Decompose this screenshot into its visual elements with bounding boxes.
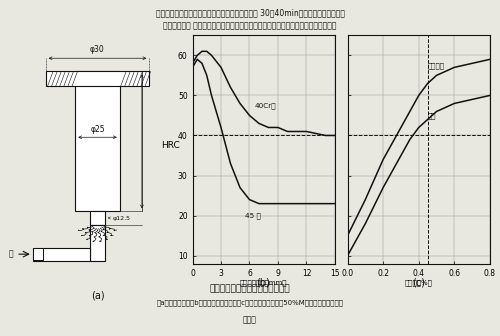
Text: φ12.5: φ12.5 xyxy=(112,216,130,221)
Text: 水: 水 xyxy=(8,250,14,259)
Bar xyxy=(90,224,105,261)
Bar xyxy=(76,72,120,211)
Bar xyxy=(46,72,150,86)
Text: (a): (a) xyxy=(90,290,104,300)
Text: (b): (b) xyxy=(256,277,270,287)
Text: 试验时，先将标准试样加热至奥氏体化温度，停留 30～40min，然后迅速放在端淡试: 试验时，先将标准试样加热至奥氏体化温度，停留 30～40min，然后迅速放在端淡… xyxy=(156,8,344,17)
Text: φ25: φ25 xyxy=(90,125,105,134)
Text: 40Cr锂: 40Cr锂 xyxy=(254,102,276,109)
Text: φ30: φ30 xyxy=(90,45,105,54)
X-axis label: 含碳量（%）: 含碳量（%） xyxy=(405,279,432,286)
Text: (c): (c) xyxy=(412,277,426,287)
Text: 碳锂: 碳锂 xyxy=(428,113,436,119)
Text: 末端淡火试验测定锂的淡透性曲线: 末端淡火试验测定锂的淡透性曲线 xyxy=(210,284,290,293)
Text: 的关系: 的关系 xyxy=(243,315,257,324)
Bar xyxy=(33,248,43,260)
Y-axis label: HRC: HRC xyxy=(162,140,180,150)
Text: （a）喷水装置；（b）淡透性曲线举例；（c）锂的半马氏体区（50%M）硬度与锂的含碳量: （a）喷水装置；（b）淡透性曲线举例；（c）锂的半马氏体区（50%M）硬度与锂的… xyxy=(156,300,344,306)
Text: 验台上喷水。 取下试样，按照国家标准的规定，进行硬度测量，最终得出端淡曲线。: 验台上喷水。 取下试样，按照国家标准的规定，进行硬度测量，最终得出端淡曲线。 xyxy=(163,22,337,31)
Bar xyxy=(33,248,90,261)
Text: 低合金锂: 低合金锂 xyxy=(428,62,444,69)
X-axis label: 至水冷端距离（mm）: 至水冷端距离（mm） xyxy=(240,279,288,286)
Bar xyxy=(90,211,105,224)
Text: 45 锂: 45 锂 xyxy=(244,213,260,219)
